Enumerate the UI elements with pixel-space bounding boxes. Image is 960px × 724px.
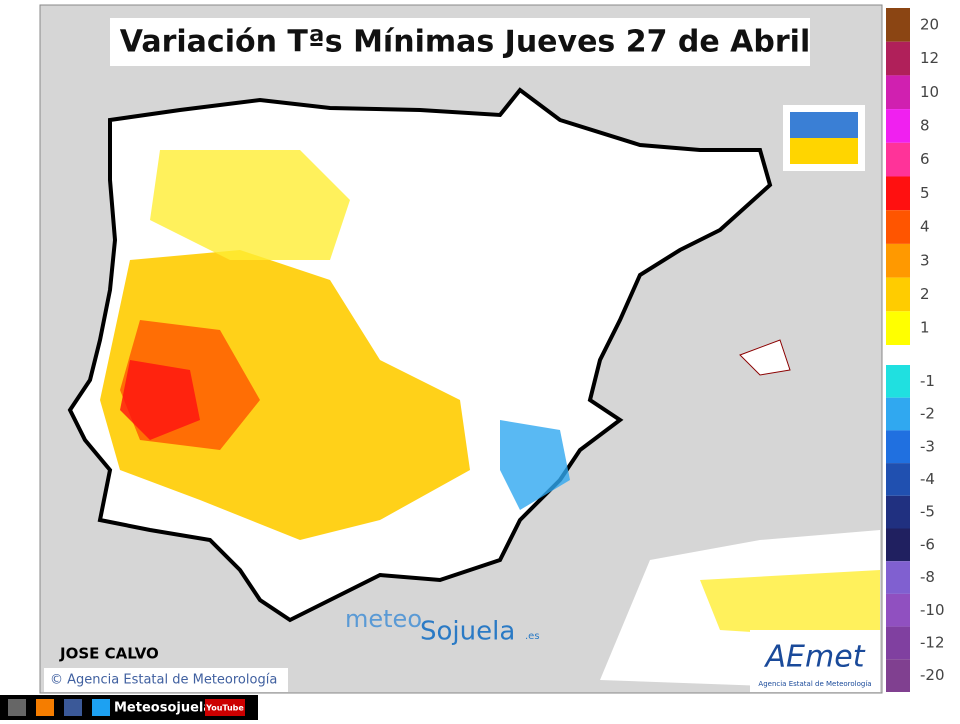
brand-sojuela: Sojuela (420, 617, 515, 647)
legend-label: -10 (920, 601, 945, 619)
legend-swatch (886, 210, 910, 244)
legend-label: 4 (920, 218, 930, 236)
legend-label: -5 (920, 503, 935, 521)
legend-label: 2 (920, 285, 930, 303)
logo-sub: Agencia Estatal de Meteorología (758, 680, 871, 688)
legend-label: 3 (920, 251, 930, 269)
legend-swatch (886, 430, 910, 464)
legend-swatch (886, 109, 910, 143)
facebook-icon[interactable] (64, 699, 82, 716)
legend-swatch (886, 311, 910, 345)
legend-swatch (886, 397, 910, 431)
legend-swatch (886, 528, 910, 562)
warm-area-north (150, 150, 350, 260)
legend-swatch (886, 593, 910, 627)
legend-swatch (886, 463, 910, 496)
legend-label: 20 (920, 15, 939, 33)
legend-label: 10 (920, 83, 939, 101)
flag-yellow (790, 138, 858, 164)
legend-swatch (886, 41, 910, 76)
legend-swatch (886, 277, 910, 312)
youtube-label: YouTube (205, 704, 244, 713)
twitter-icon[interactable] (92, 699, 110, 716)
title-box (110, 18, 810, 66)
author: JOSE CALVO (59, 645, 159, 663)
warm-area (100, 250, 470, 540)
agency: © Agencia Estatal de Meteorología (50, 673, 277, 688)
social-name: Meteosojuela (114, 701, 212, 716)
legend-swatch (886, 243, 910, 278)
blogger-icon[interactable] (36, 699, 54, 716)
legend-swatch (886, 561, 910, 594)
title: Variación Tªs Mínimas Jueves 27 de Abril (120, 25, 810, 60)
flag-blue (790, 112, 858, 138)
logo-box (750, 630, 880, 692)
brand-domain: .es (525, 631, 540, 642)
legend-label: -1 (920, 372, 935, 390)
legend: 20 12 10 8 6 5 4 3 2 1 -1 -2 -3 -4 -5 -6 -8 -10 -12 -20 (886, 8, 945, 692)
legend-label: -20 (920, 666, 945, 684)
legend-label: -4 (920, 470, 935, 488)
legend-swatch (886, 495, 910, 529)
legend-swatch (886, 176, 910, 211)
legend-label: 5 (920, 184, 930, 202)
legend-label: 12 (920, 49, 939, 67)
island (739, 339, 791, 376)
legend-swatch (886, 75, 910, 110)
legend-swatch (886, 365, 910, 398)
logo: AEmet (764, 640, 866, 675)
agency-box (44, 668, 288, 692)
legend-label: 1 (920, 319, 930, 337)
legend-swatch (886, 659, 910, 692)
brand-meteo: meteo (345, 605, 422, 633)
very-hot-area (120, 360, 200, 440)
legend-label: 6 (920, 150, 930, 168)
legend-label: -12 (920, 633, 945, 651)
cold-area (500, 420, 570, 510)
youtube-icon[interactable] (205, 699, 245, 716)
legend-label: 8 (920, 116, 930, 134)
legend-swatch (886, 142, 910, 177)
legend-swatch (886, 8, 910, 42)
legend-label: -3 (920, 437, 935, 455)
instagram-icon[interactable] (8, 699, 26, 716)
africa-warm (700, 570, 880, 640)
legend-swatch (886, 626, 910, 660)
legend-label: -6 (920, 535, 935, 553)
legend-label: -8 (920, 568, 935, 586)
legend-label: -2 (920, 405, 935, 423)
